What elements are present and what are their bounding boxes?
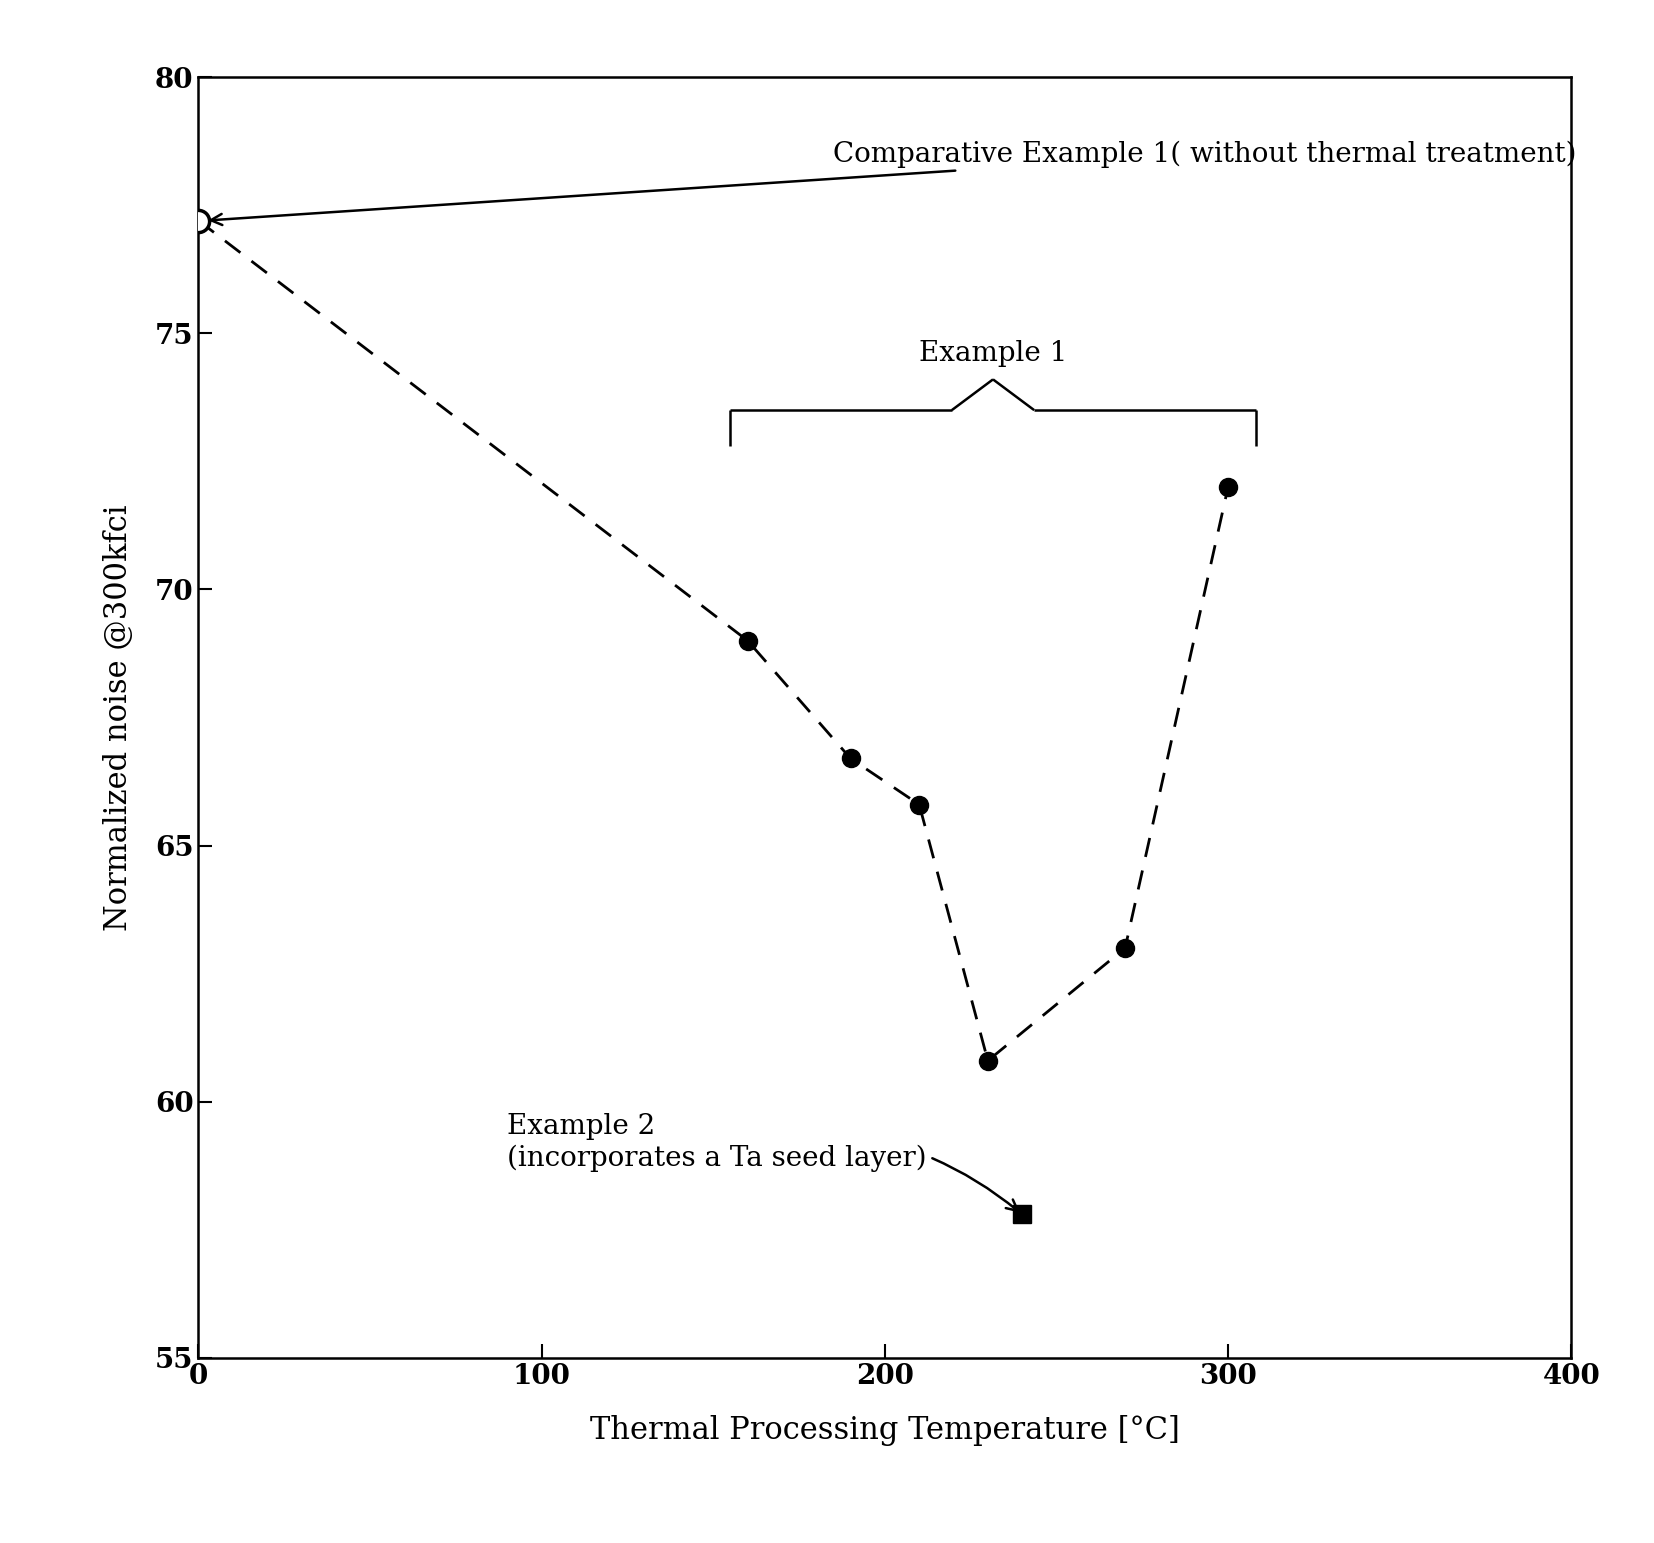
- Text: Example 2
(incorporates a Ta seed layer): Example 2 (incorporates a Ta seed layer): [508, 1114, 1017, 1211]
- Text: Comparative Example 1( without thermal treatment): Comparative Example 1( without thermal t…: [212, 140, 1576, 225]
- Y-axis label: Normalized noise @300kfci: Normalized noise @300kfci: [103, 505, 134, 930]
- X-axis label: Thermal Processing Temperature [°C]: Thermal Processing Temperature [°C]: [590, 1415, 1179, 1446]
- Text: Example 1: Example 1: [920, 339, 1067, 367]
